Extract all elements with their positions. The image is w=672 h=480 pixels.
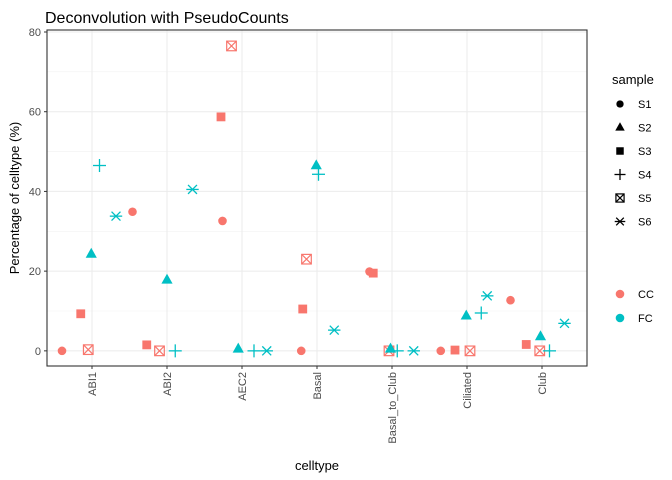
x-tick-label: Ciliated — [462, 372, 474, 409]
data-point-aec2-s3 — [216, 112, 226, 122]
data-point-basal-s6 — [328, 325, 341, 336]
data-point-abi1-s2 — [85, 247, 97, 258]
data-point-ciliated-s1 — [436, 346, 446, 356]
data-point-abi1-s1 — [128, 207, 137, 217]
data-point-abi1-s4 — [93, 159, 106, 173]
data-point-abi1-s3 — [76, 309, 86, 319]
y-axis-title: Percentage of celltype (%) — [7, 122, 22, 274]
data-point-basal-to-club-s3 — [368, 268, 378, 278]
legend: sample S1 S2 S3 S4 S5 S6 CC FC — [612, 72, 654, 325]
data-point-ciliated-s1 — [506, 295, 515, 305]
data-point-aec2-s1 — [218, 216, 227, 226]
x-axis-title: celltype — [295, 458, 339, 473]
shape-legend-items: S1 S2 S3 S4 S5 S6 — [614, 99, 651, 229]
color-legend-items: CC FC — [615, 289, 654, 325]
legend-label-cc: CC — [638, 289, 654, 301]
legend-key-fc — [615, 313, 625, 323]
legend-label-s4: S4 — [638, 170, 651, 182]
y-tick-label: 0 — [35, 346, 41, 358]
data-point-aec2-s4 — [247, 344, 261, 358]
x-tick-label: Basal — [312, 372, 324, 400]
data-point-aec2-s5 — [226, 40, 237, 52]
legend-key-s4 — [614, 168, 626, 181]
data-point-abi2-s5 — [154, 345, 165, 357]
legend-key-s1 — [616, 100, 624, 108]
data-point-ciliated-s6 — [481, 290, 494, 301]
data-point-abi2-s3 — [142, 340, 152, 350]
data-point-basal-s1 — [296, 346, 306, 356]
y-axis-ticks: 0 20 40 60 80 — [29, 27, 47, 358]
data-point-ciliated-s2 — [460, 309, 472, 320]
chart-title: Deconvolution with PseudoCounts — [45, 10, 289, 27]
legend-key-s6 — [614, 217, 626, 226]
x-tick-label: Basal_to_Club — [387, 372, 399, 444]
data-point-basal-s2 — [310, 159, 322, 170]
data-point-aec2-s2 — [232, 342, 244, 353]
data-point-basal-to-club-s4 — [390, 344, 404, 358]
data-point-club-s2 — [534, 330, 547, 341]
data-point-basal-s5 — [301, 253, 312, 265]
data-point-ciliated-s4 — [474, 306, 488, 320]
data-point-aec2-s6 — [260, 345, 273, 356]
x-tick-label: AEC2 — [237, 372, 249, 401]
legend-key-s2 — [615, 122, 625, 131]
y-tick-label: 20 — [29, 266, 41, 278]
x-tick-label: ABI1 — [87, 372, 99, 396]
data-point-abi2-s4 — [168, 344, 182, 358]
data-point-basal-to-club-s6 — [407, 345, 420, 356]
data-point-ciliated-s5 — [464, 345, 476, 357]
legend-key-cc — [615, 289, 625, 299]
legend-label-fc: FC — [638, 313, 653, 325]
legend-title-sample: sample — [612, 72, 654, 87]
x-tick-label: ABI2 — [162, 372, 174, 396]
data-point-ciliated-s3 — [450, 345, 460, 355]
legend-key-s3 — [616, 147, 624, 155]
data-point-abi2-s6 — [186, 184, 199, 195]
data-point-basal-s3 — [298, 304, 308, 314]
y-tick-label: 40 — [29, 186, 41, 198]
legend-label-s6: S6 — [638, 217, 651, 229]
gridlines — [47, 30, 587, 366]
data-point-abi1-s5 — [82, 344, 94, 356]
data-point-abi2-s2 — [161, 273, 173, 284]
legend-label-s2: S2 — [638, 123, 651, 135]
data-point-basal-s4 — [312, 167, 325, 181]
data-point-club-s6 — [558, 318, 571, 329]
legend-label-s5: S5 — [638, 193, 651, 205]
data-point-club-s4 — [543, 344, 556, 358]
data-point-club-s3 — [521, 340, 531, 349]
legend-key-s5 — [615, 193, 625, 203]
y-tick-label: 60 — [29, 107, 41, 119]
x-tick-label: Club — [537, 372, 549, 395]
data-point-abi1-s6 — [109, 211, 123, 222]
data-point-abi1-s1 — [57, 346, 67, 356]
data-point-basal-to-club-s2 — [384, 342, 397, 353]
y-tick-label: 80 — [29, 27, 41, 39]
data-points — [57, 40, 571, 358]
legend-label-s1: S1 — [638, 99, 651, 111]
legend-label-s3: S3 — [638, 146, 651, 158]
x-axis-ticks: ABI1 ABI2 AEC2 Basal Basal_to_Club Ciliated Cl… — [87, 366, 549, 444]
